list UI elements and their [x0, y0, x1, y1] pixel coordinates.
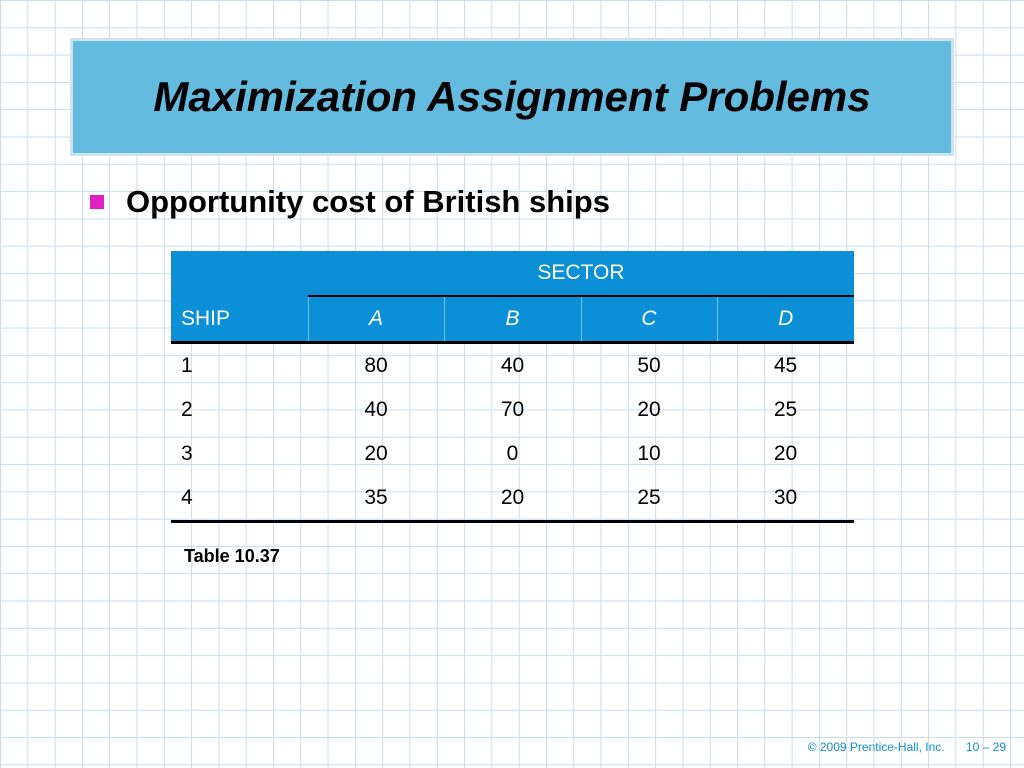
- column-header-d: D: [716, 296, 854, 344]
- value-cell: 40: [500, 354, 525, 377]
- ship-cell: 2: [181, 398, 193, 421]
- ship-cell: 4: [171, 476, 308, 523]
- value-cell: 10: [637, 442, 661, 465]
- value-cell: 80: [364, 354, 388, 377]
- table-row: 4 35 20 25 30: [171, 476, 854, 523]
- page-number: 10 – 29: [965, 740, 1006, 754]
- value-cell: 30: [717, 476, 854, 523]
- column-header-a: A: [307, 296, 444, 344]
- table-caption: Table 10.37: [184, 546, 280, 566]
- value-cell: 50: [637, 354, 661, 377]
- column-header-c: C: [580, 296, 717, 344]
- value-cell: 20: [773, 442, 798, 465]
- title-banner: Maximization Assignment Problems: [70, 38, 954, 156]
- table-row: 3 20 0 10 20: [171, 432, 854, 476]
- table-row: 2 40 70 20 25: [171, 388, 854, 432]
- header-row-group: SECTOR: [171, 251, 854, 297]
- square-bullet-icon: [90, 195, 104, 209]
- table-row: 1 80 40 50 45: [171, 343, 854, 389]
- value-cell: 45: [773, 354, 798, 377]
- bullet-item: Opportunity cost of British ships: [90, 184, 610, 220]
- bullet-text: Opportunity cost of British ships: [126, 184, 610, 219]
- value-cell: 20: [364, 442, 388, 465]
- sector-header: SECTOR: [308, 251, 854, 297]
- value-cell: 25: [773, 398, 798, 421]
- slide-footer: © 2009 Prentice-Hall, Inc. 10 – 29: [790, 740, 1006, 754]
- value-cell: 0: [506, 442, 519, 465]
- header-corner-cell: [171, 251, 308, 296]
- value-cell: 20: [637, 398, 661, 421]
- ship-header: SHIP: [171, 296, 308, 344]
- slide-title: Maximization Assignment Problems: [153, 73, 871, 120]
- value-cell: 35: [308, 476, 444, 523]
- ship-cell: 3: [181, 442, 193, 465]
- opportunity-cost-table: SECTOR SHIP A B C D 1 80 40 50 45 2 40 7…: [171, 251, 854, 523]
- value-cell: 70: [500, 398, 525, 421]
- column-header-b: B: [443, 296, 581, 344]
- value-cell: 40: [364, 398, 388, 421]
- value-cell: 25: [581, 476, 717, 523]
- value-cell: 20: [444, 476, 581, 523]
- header-row-columns: SHIP A B C D: [171, 296, 854, 344]
- ship-cell: 1: [181, 354, 193, 377]
- copyright-text: © 2009 Prentice-Hall, Inc.: [807, 740, 945, 754]
